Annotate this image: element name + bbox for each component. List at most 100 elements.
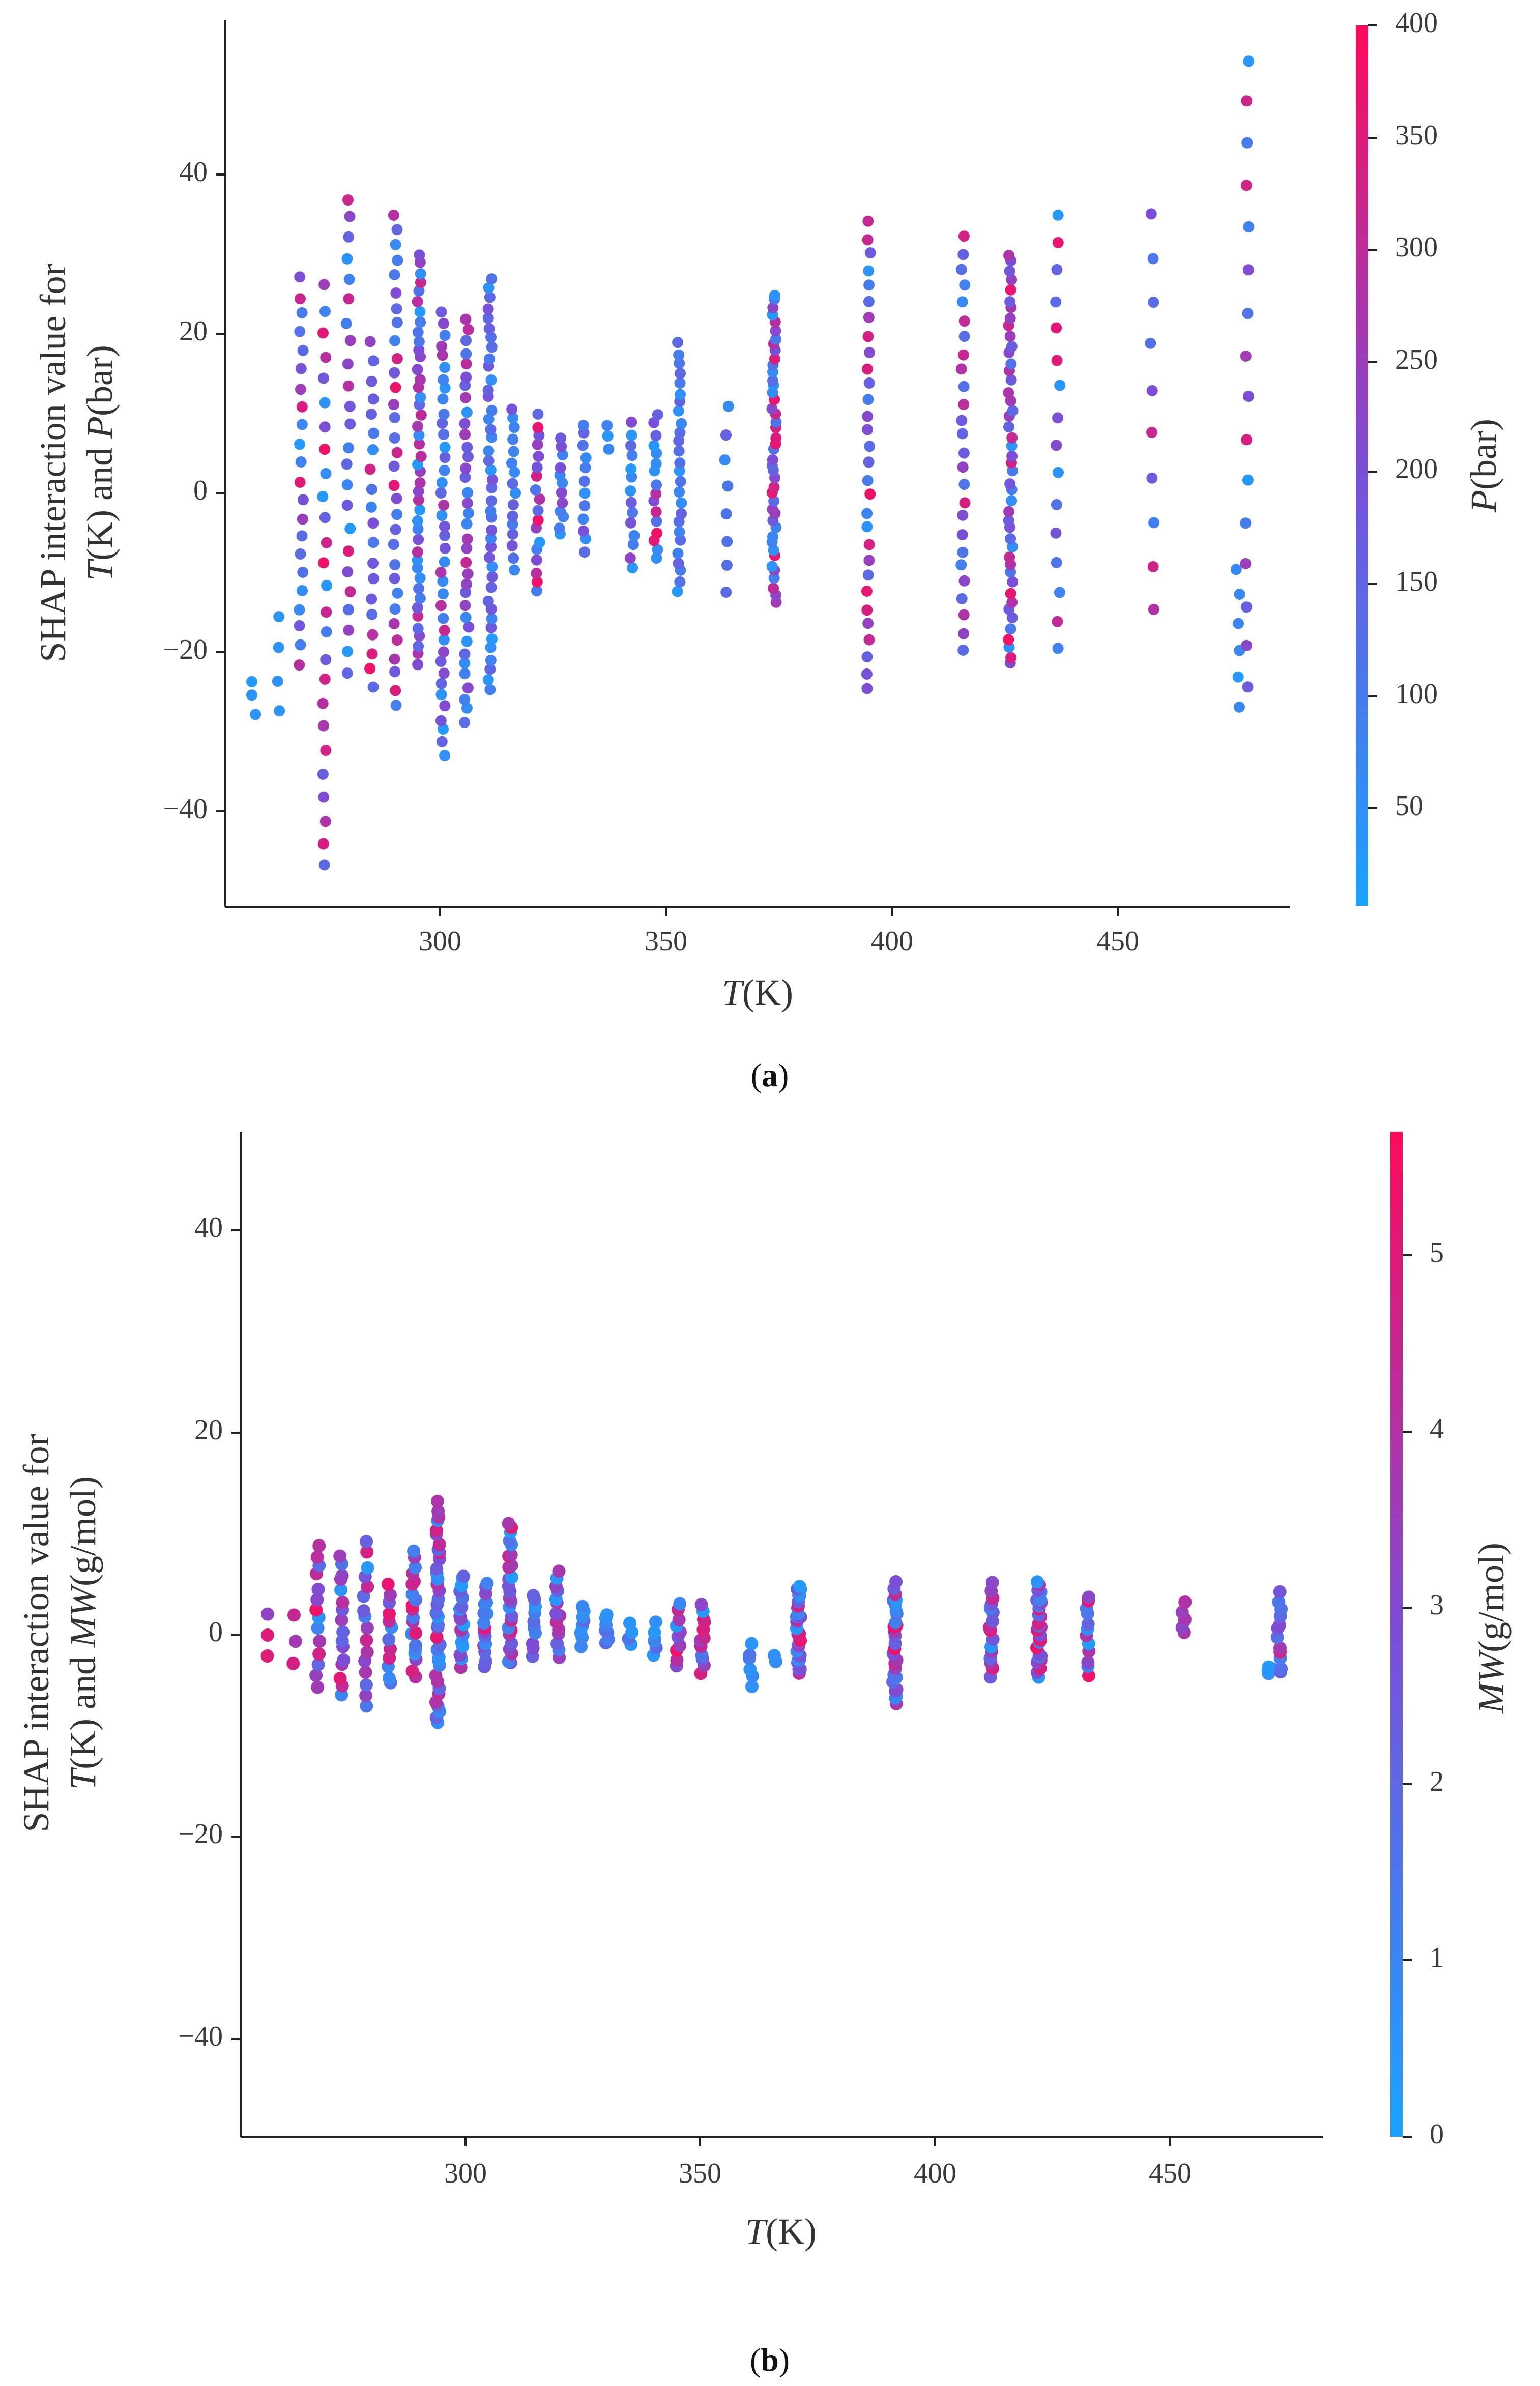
x-tick-label: 450: [1096, 925, 1139, 957]
scatter-point: [743, 1648, 757, 1662]
scatter-point: [863, 312, 875, 323]
scatter-point: [625, 517, 636, 529]
scatter-point: [956, 529, 968, 541]
scatter-point: [412, 562, 423, 574]
scatter-point: [485, 424, 497, 435]
scatter-point: [1175, 1605, 1189, 1619]
scatter-point: [861, 604, 873, 616]
colorbar-tick-label: 400: [1395, 7, 1438, 39]
scatter-point: [862, 569, 874, 581]
scatter-point: [507, 510, 518, 522]
scatter-point: [437, 575, 449, 587]
scatter-point: [412, 546, 423, 558]
scatter-point: [745, 1637, 759, 1650]
scatter-point: [1242, 681, 1254, 693]
scatter-point: [360, 1535, 373, 1549]
panel-a-caption: (a): [751, 1057, 789, 1093]
scatter-point: [526, 1637, 539, 1650]
panel-a: 40 20 0 −20 −40 300 350 400 450 T(K) SHA…: [33, 7, 1504, 1093]
scatter-point: [436, 736, 448, 747]
scatter-point: [461, 518, 473, 530]
panel-a-colorbar-ticks: 50 100 150 200 250 300 350 400: [1368, 7, 1438, 822]
scatter-point: [485, 581, 497, 593]
scatter-point: [482, 303, 494, 315]
scatter-point: [486, 525, 498, 536]
scatter-point: [321, 579, 332, 591]
scatter-point: [438, 500, 450, 511]
scatter-point: [863, 296, 875, 307]
y-tick-label: 40: [194, 1212, 223, 1243]
y-tick-label: 20: [194, 1414, 223, 1446]
scatter-point: [412, 523, 424, 535]
scatter-point: [317, 697, 329, 709]
scatter-point: [507, 433, 519, 445]
x-tick-label: 350: [679, 2158, 721, 2189]
scatter-point: [342, 194, 354, 206]
y-tick-label: −20: [163, 634, 208, 665]
scatter-point: [309, 1603, 323, 1617]
scatter-point: [768, 572, 780, 584]
y-tick-label: 20: [179, 315, 208, 347]
scatter-point: [1003, 250, 1015, 261]
scatter-point: [1240, 517, 1252, 529]
scatter-point: [343, 274, 355, 285]
scatter-point: [958, 575, 970, 587]
scatter-point: [340, 317, 352, 329]
colorbar-tick-label: 2: [1430, 1766, 1444, 1797]
scatter-point: [767, 504, 778, 515]
scatter-point: [532, 439, 543, 450]
scatter-point: [1272, 1595, 1286, 1609]
scatter-point: [335, 1569, 349, 1583]
scatter-point: [1007, 576, 1019, 588]
scatter-point: [341, 667, 353, 679]
scatter-point: [601, 420, 613, 431]
scatter-point: [1050, 527, 1062, 539]
scatter-point: [1003, 421, 1014, 433]
scatter-point: [623, 1616, 636, 1630]
scatter-point: [1004, 551, 1015, 563]
colorbar-tick-label: 50: [1395, 790, 1423, 822]
scatter-point: [1243, 391, 1254, 402]
scatter-point: [359, 1689, 373, 1702]
scatter-point: [392, 587, 403, 599]
scatter-point: [391, 316, 403, 328]
scatter-point: [485, 495, 497, 507]
scatter-point: [273, 611, 285, 623]
scatter-point: [311, 1657, 325, 1671]
scatter-point: [413, 485, 424, 497]
scatter-point: [556, 487, 567, 499]
scatter-point: [861, 683, 873, 694]
scatter-point: [295, 363, 307, 374]
scatter-point: [484, 353, 496, 365]
scatter-point: [413, 641, 424, 652]
scatter-point: [384, 1588, 397, 1602]
scatter-point: [413, 429, 425, 441]
scatter-point: [1003, 506, 1015, 517]
scatter-point: [1178, 1595, 1192, 1609]
scatter-point: [409, 1639, 422, 1652]
scatter-point: [958, 447, 970, 459]
scatter-point: [861, 586, 873, 597]
scatter-point: [388, 480, 400, 491]
scatter-point: [862, 411, 874, 422]
scatter-point: [432, 1537, 446, 1551]
scatter-point: [320, 745, 332, 756]
scatter-point: [415, 268, 426, 280]
scatter-point: [381, 1578, 395, 1591]
scatter-point: [344, 418, 356, 430]
scatter-point: [415, 277, 426, 288]
scatter-point: [533, 451, 544, 462]
scatter-point: [273, 642, 284, 653]
scatter-point: [1004, 265, 1015, 277]
scatter-point: [957, 546, 969, 558]
scatter-point: [672, 337, 684, 348]
scatter-point: [312, 1539, 326, 1553]
scatter-point: [409, 1561, 422, 1574]
scatter-point: [459, 694, 471, 706]
scatter-point: [486, 571, 498, 583]
scatter-point: [482, 312, 494, 324]
scatter-point: [462, 487, 474, 499]
colorbar-gradient: [1390, 1132, 1403, 2137]
scatter-point: [407, 1544, 421, 1558]
